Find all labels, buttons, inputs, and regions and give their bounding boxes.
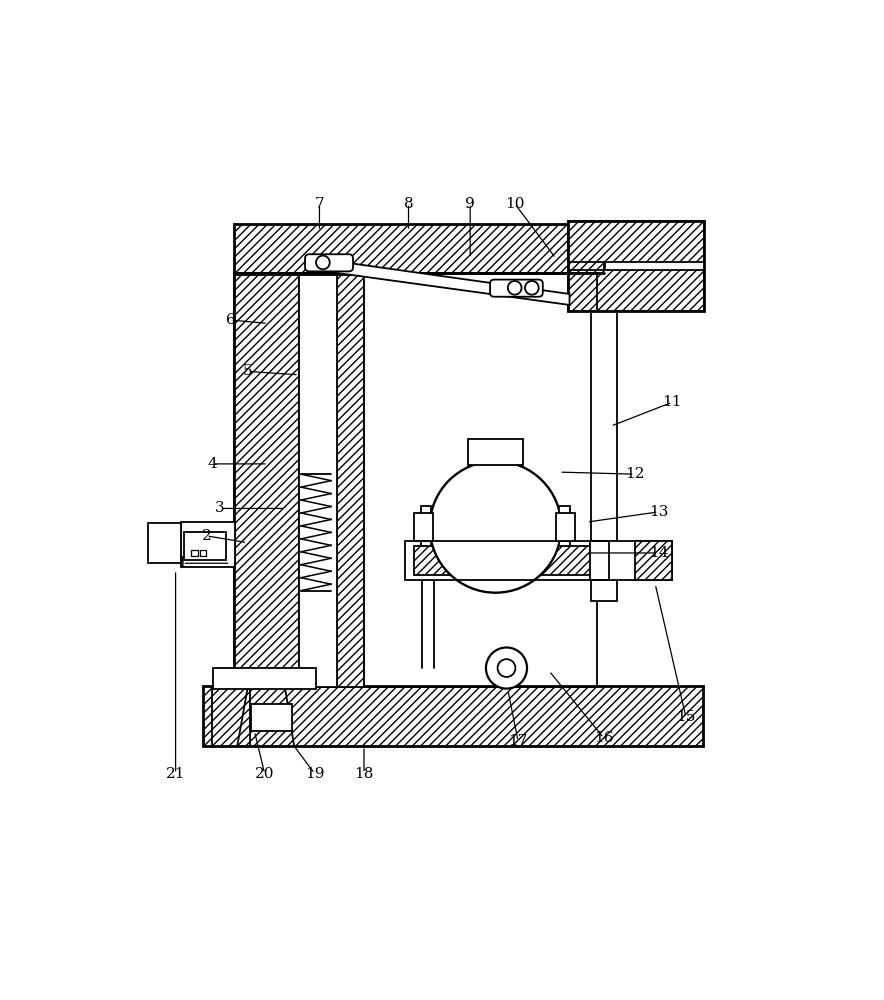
Text: 3: 3 <box>216 501 225 515</box>
Text: 10: 10 <box>505 197 524 211</box>
Bar <box>213 668 316 689</box>
Polygon shape <box>306 257 569 305</box>
Bar <box>181 522 234 567</box>
Bar <box>191 550 198 556</box>
Bar <box>635 541 673 580</box>
Bar <box>591 541 672 580</box>
Bar <box>149 523 181 563</box>
Bar <box>421 506 431 546</box>
Bar <box>185 532 225 560</box>
Bar <box>299 275 337 687</box>
Text: 8: 8 <box>404 197 414 211</box>
Bar <box>233 224 604 273</box>
Bar <box>556 513 575 541</box>
Bar <box>233 275 299 687</box>
Bar <box>414 513 433 541</box>
Bar <box>337 275 364 687</box>
Text: 16: 16 <box>594 731 613 745</box>
Text: 15: 15 <box>676 710 696 724</box>
Text: 2: 2 <box>202 529 211 543</box>
Text: 13: 13 <box>649 505 668 519</box>
Text: 6: 6 <box>225 313 235 327</box>
Text: 11: 11 <box>662 395 682 409</box>
Bar <box>568 270 704 311</box>
Bar <box>200 550 207 556</box>
Text: 4: 4 <box>207 457 217 471</box>
Text: 19: 19 <box>305 767 324 781</box>
Bar <box>405 541 609 580</box>
Text: 7: 7 <box>315 197 324 211</box>
Text: 14: 14 <box>649 546 668 560</box>
Ellipse shape <box>430 461 561 593</box>
Text: 21: 21 <box>166 767 186 781</box>
FancyBboxPatch shape <box>490 280 543 297</box>
Bar <box>212 688 249 746</box>
Bar <box>414 546 599 575</box>
Bar <box>568 221 704 311</box>
Circle shape <box>486 648 527 689</box>
Text: 18: 18 <box>354 767 374 781</box>
Text: 1: 1 <box>178 556 187 570</box>
FancyBboxPatch shape <box>305 254 353 271</box>
Text: 12: 12 <box>625 467 644 481</box>
Bar <box>560 506 569 546</box>
Bar <box>591 311 618 601</box>
Bar <box>469 439 523 465</box>
Bar <box>568 221 704 262</box>
Bar <box>251 704 292 731</box>
Text: 9: 9 <box>465 197 475 211</box>
Bar <box>203 686 703 746</box>
Text: 17: 17 <box>508 734 528 748</box>
Text: 5: 5 <box>243 364 252 378</box>
Text: 20: 20 <box>255 767 274 781</box>
